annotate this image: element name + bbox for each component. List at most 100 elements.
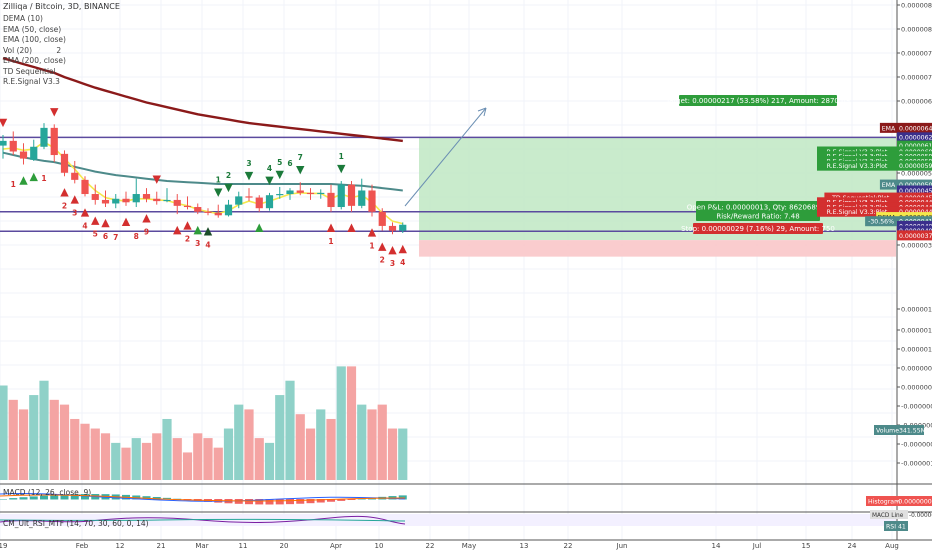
volume-bar: [316, 409, 326, 480]
macd-pane-label[interactable]: MACD (12, 26, close, 9): [3, 488, 92, 497]
candle-body: [327, 192, 335, 208]
candle-body: [368, 190, 376, 212]
volume-bar: [8, 399, 18, 480]
candle: [358, 178, 366, 209]
td-count-label: 1: [41, 174, 46, 183]
candle-body: [122, 198, 130, 203]
candle-body: [204, 211, 212, 213]
td-count-label: 7: [298, 153, 303, 162]
time-axis-label: 11: [239, 542, 248, 550]
volume-bar: [357, 404, 367, 480]
tag-name-bg: [865, 216, 897, 227]
candle: [296, 182, 304, 196]
candle-body: [60, 153, 69, 173]
candle-body: [183, 205, 192, 208]
candle: [50, 124, 58, 163]
stop-label: Stop: 0.00000029 (7.16%) 29, Amount: 750: [681, 223, 835, 234]
target-label-text: Target: 0.00000217 (53.58%) 217, Amount:…: [665, 97, 850, 105]
volume-bar: [295, 414, 305, 480]
indicator-value-tag: 0.00000452: [897, 185, 932, 196]
signal-marker: [91, 216, 100, 225]
tag-value-bg: [897, 160, 932, 171]
candle: [276, 186, 284, 199]
candle-body: [173, 199, 181, 206]
candle-body: [317, 192, 325, 195]
tag-name: R.E.Signal V3.3:Plot: [827, 209, 888, 216]
signal-marker: [255, 223, 264, 232]
tag-name-bg: [879, 122, 897, 133]
price-axis-label: 0.00000070: [901, 365, 932, 373]
candle: [368, 184, 376, 217]
indicator-ema200[interactable]: EMA (200, close): [3, 56, 66, 65]
candle-body: [81, 179, 89, 195]
tag-name: EMA: [882, 125, 896, 132]
candle-body: [0, 140, 7, 146]
time-axis-label: Apr: [330, 542, 342, 550]
volume-bar: [162, 418, 172, 480]
candle-body: [142, 194, 151, 199]
candle: [388, 222, 397, 235]
projection-arrow: [404, 107, 487, 207]
macd-hist-bar: [296, 499, 305, 504]
td-count-label: 4: [82, 221, 87, 230]
volume-bar: [70, 418, 80, 480]
volume-bar: [0, 385, 8, 480]
indicator-ema100[interactable]: EMA (100, close): [3, 35, 66, 44]
td-count-label: 1: [339, 152, 344, 161]
candle-body: [101, 199, 110, 204]
ema200-line: [2, 57, 403, 143]
signal-marker: [224, 183, 233, 193]
volume-tag-bg: [874, 425, 924, 435]
signal-marker: [173, 225, 182, 235]
signal-marker: [347, 223, 356, 232]
rsi-pane-label[interactable]: CM_Ult_RSI_MTF (14, 70, 30, 60, 0, 14): [3, 519, 149, 528]
tag-value-bg: [897, 140, 932, 151]
time-axis-label: Aug: [885, 542, 899, 550]
candle-body: [9, 140, 17, 152]
candle: [71, 160, 79, 184]
indicator-value-tag: R.E.Signal V3.3:Plot 0.00000594: [817, 160, 932, 171]
macd-hist-bar: [275, 499, 284, 505]
candle-body: [153, 198, 161, 202]
indicator-ema50[interactable]: EMA (50, close): [3, 24, 62, 34]
volume-bar: [172, 438, 182, 480]
td-count-label: 7: [113, 233, 118, 242]
volume-tag-label: Volume: [876, 427, 899, 434]
signal-marker: [203, 227, 213, 236]
candles: [0, 123, 407, 235]
indicator-dema[interactable]: DEMA (10): [3, 14, 43, 23]
indicator-vol-value: 2: [56, 45, 62, 55]
indicator-re-signal[interactable]: R.E.Signal V3.3: [3, 77, 60, 86]
signal-marker: [337, 164, 346, 174]
dema-line: [2, 141, 403, 225]
arrow-head: [477, 107, 487, 117]
candle-body: [30, 146, 38, 160]
macd-hist-bar: [40, 495, 48, 500]
candle-body: [347, 184, 356, 206]
candle: [337, 181, 345, 210]
signal-marker: [29, 172, 38, 182]
signal-marker: [214, 188, 223, 197]
candle: [327, 184, 335, 212]
tag-name: EMA: [882, 182, 896, 189]
indicator-vol[interactable]: Vol (20) 2: [3, 46, 61, 56]
indicator-td-sequential[interactable]: TD Sequential: [3, 66, 56, 76]
macd-line-tag-value: -0.00000000: [909, 513, 932, 519]
price-axis-label: 0.00000190: [901, 306, 932, 314]
signal-markers: [0, 108, 407, 255]
signal-marker: [265, 176, 274, 186]
rsi-tag-bg: [884, 521, 908, 531]
price-axis: 0.00000850 0.00000800 0.00000750 0.00000700…: [896, 0, 932, 540]
time-axis-label: Mar: [195, 542, 208, 550]
macd-hist-bar: [245, 499, 253, 505]
price-axis-label: 0.00000650: [901, 98, 932, 106]
symbol-title: Zilliqa / Bitcoin, 3D, BINANCE: [3, 2, 120, 11]
candle: [30, 139, 38, 161]
macd-line-tag-bg: [870, 510, 908, 519]
candle: [40, 123, 48, 150]
volume-bar: [18, 409, 29, 480]
candle-body: [286, 190, 294, 195]
